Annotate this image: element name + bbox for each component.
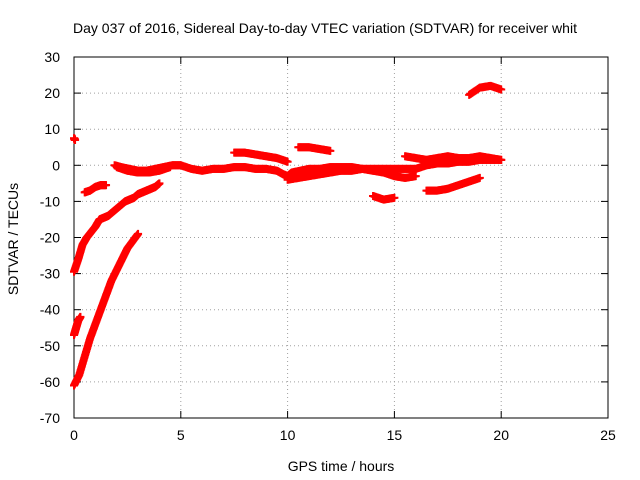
x-tick-label: 20 [493, 427, 509, 443]
data-point [411, 172, 420, 181]
data-point [134, 229, 143, 238]
y-tick-label: 20 [44, 85, 60, 101]
data-point [497, 155, 506, 164]
chart-title: Day 037 of 2016, Sidereal Day-to-day VTE… [73, 20, 577, 36]
y-tick-label: 10 [44, 121, 60, 137]
grid [74, 57, 608, 418]
y-tick-label: -20 [40, 230, 60, 246]
x-tick-label: 15 [387, 427, 403, 443]
data-point [497, 85, 506, 94]
data-point [102, 181, 111, 190]
data-points [70, 81, 506, 390]
x-tick-label: 25 [600, 427, 616, 443]
x-tick-label: 5 [177, 427, 185, 443]
y-tick-label: -30 [40, 266, 60, 282]
x-tick-label: 10 [280, 427, 296, 443]
data-point [166, 163, 175, 172]
axis-ticks: 0 5 10 15 20 25 -70 -60 -50 -40 -30 -20 -10 0 10 20 30 [40, 49, 616, 443]
y-tick-label: -40 [40, 302, 60, 318]
data-point [76, 312, 85, 321]
data-point [71, 136, 80, 145]
data-point [155, 179, 164, 188]
y-tick-label: 30 [44, 49, 60, 65]
y-tick-label: -70 [40, 410, 60, 426]
y-tick-label: -60 [40, 374, 60, 390]
y-axis-label: SDTVAR / TECUs [5, 183, 21, 295]
y-tick-label: 0 [52, 157, 60, 173]
x-axis-label: GPS time / hours [288, 458, 395, 474]
data-point [475, 173, 484, 182]
x-tick-label: 0 [70, 427, 78, 443]
data-point [326, 146, 335, 155]
y-tick-label: -10 [40, 193, 60, 209]
y-tick-label: -50 [40, 338, 60, 354]
data-point [390, 193, 399, 202]
data-point [283, 157, 292, 166]
